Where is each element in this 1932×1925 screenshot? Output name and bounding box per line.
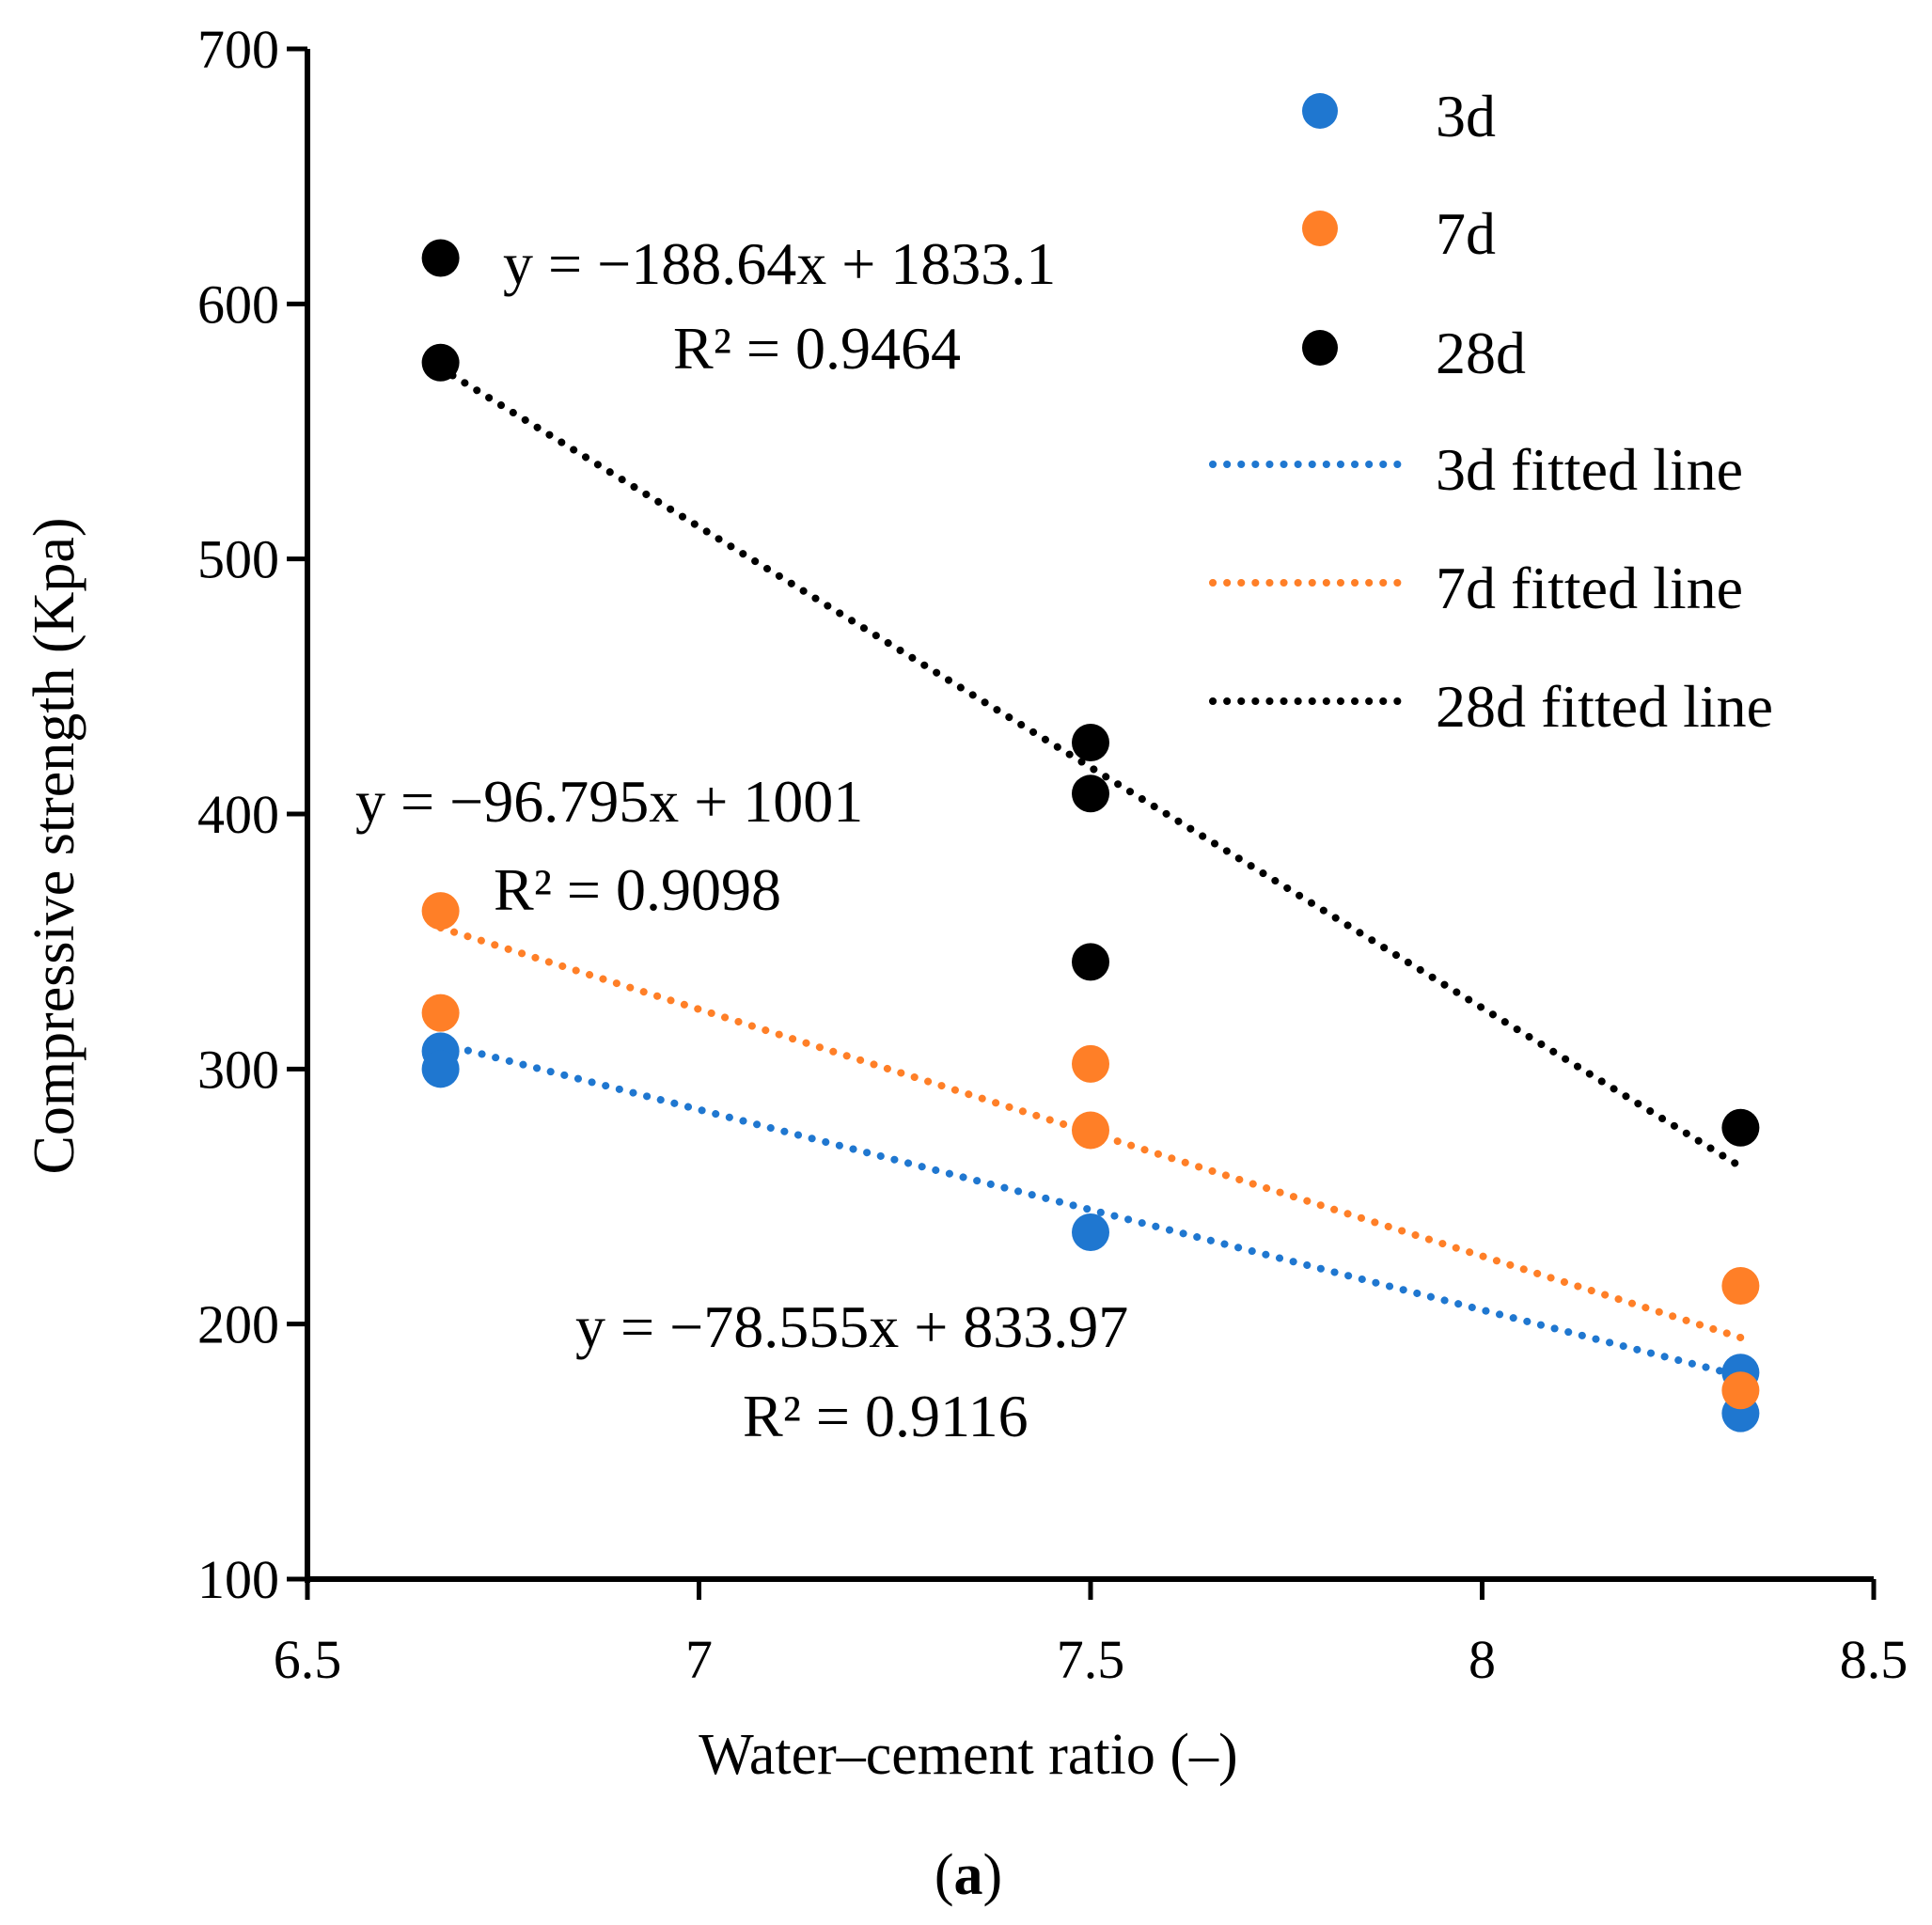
- point-7d: [1072, 1111, 1109, 1150]
- x-axis-ticks: 6.5 7 7.5 8 8.5: [274, 1579, 1908, 1690]
- y-axis-ticks: 100 200 300 400 500 600 700: [197, 19, 307, 1610]
- legend-label-28d-fitted: 28d fitted line: [1436, 673, 1773, 740]
- point-28d: [421, 239, 460, 277]
- r2-7d: R² = 0.9098: [494, 856, 781, 923]
- y-tick-label: 200: [197, 1294, 279, 1355]
- caption-suffix: ): [983, 1843, 1003, 1907]
- x-tick-label: 7: [685, 1629, 713, 1690]
- equation-28d: y = −188.64x + 1833.1: [503, 230, 1056, 297]
- legend-label-7d-fitted: 7d fitted line: [1436, 555, 1743, 621]
- point-7d: [421, 994, 460, 1032]
- legend-label-3d: 3d: [1436, 83, 1496, 149]
- legend-marker-28d: [1302, 330, 1338, 366]
- point-28d: [1721, 1108, 1760, 1147]
- legend: 3d 7d 28d 3d fitted line 7d fitted line …: [1209, 83, 1773, 740]
- figure-caption: (a): [935, 1843, 1002, 1907]
- point-28d: [1072, 943, 1109, 981]
- caption-letter: a: [954, 1843, 983, 1907]
- y-tick-label: 100: [197, 1549, 279, 1610]
- y-tick-label: 700: [197, 19, 279, 80]
- x-tick-label: 8.5: [1840, 1629, 1908, 1690]
- equation-7d: y = −96.795x + 1001: [355, 768, 863, 835]
- y-axis-title: Compressive strength (Kpa): [23, 517, 86, 1174]
- 28d-fitted-line: [436, 364, 1745, 1171]
- point-7d: [1721, 1266, 1760, 1305]
- legend-marker-3d: [1302, 93, 1338, 129]
- legend-marker-7d: [1302, 211, 1338, 246]
- legend-label-7d: 7d: [1436, 200, 1496, 267]
- r2-28d: R² = 0.9464: [673, 315, 961, 382]
- point-3d: [1072, 1213, 1109, 1251]
- x-tick-label: 8: [1469, 1629, 1496, 1690]
- 3d-fitted-line: [436, 1040, 1745, 1381]
- point-3d: [421, 1050, 460, 1088]
- x-tick-label: 7.5: [1057, 1629, 1125, 1690]
- caption-prefix: (: [935, 1843, 954, 1907]
- point-28d: [1072, 775, 1109, 813]
- point-28d: [1072, 724, 1109, 762]
- point-28d: [421, 343, 460, 382]
- x-axis-title: Water–cement ratio (–): [699, 1723, 1237, 1787]
- y-tick-label: 400: [197, 784, 279, 845]
- point-7d: [1072, 1044, 1109, 1083]
- equation-3d: y = −78.555x + 833.97: [575, 1293, 1128, 1360]
- y-tick-label: 500: [197, 529, 279, 590]
- data-points: [421, 239, 1760, 1432]
- point-7d: [421, 892, 460, 931]
- x-tick-label: 6.5: [274, 1629, 342, 1690]
- legend-label-28d: 28d: [1436, 320, 1526, 386]
- y-tick-label: 300: [197, 1039, 279, 1100]
- y-tick-label: 600: [197, 274, 279, 335]
- r2-3d: R² = 0.9116: [743, 1383, 1029, 1449]
- legend-label-3d-fitted: 3d fitted line: [1436, 436, 1743, 503]
- point-7d: [1721, 1371, 1760, 1410]
